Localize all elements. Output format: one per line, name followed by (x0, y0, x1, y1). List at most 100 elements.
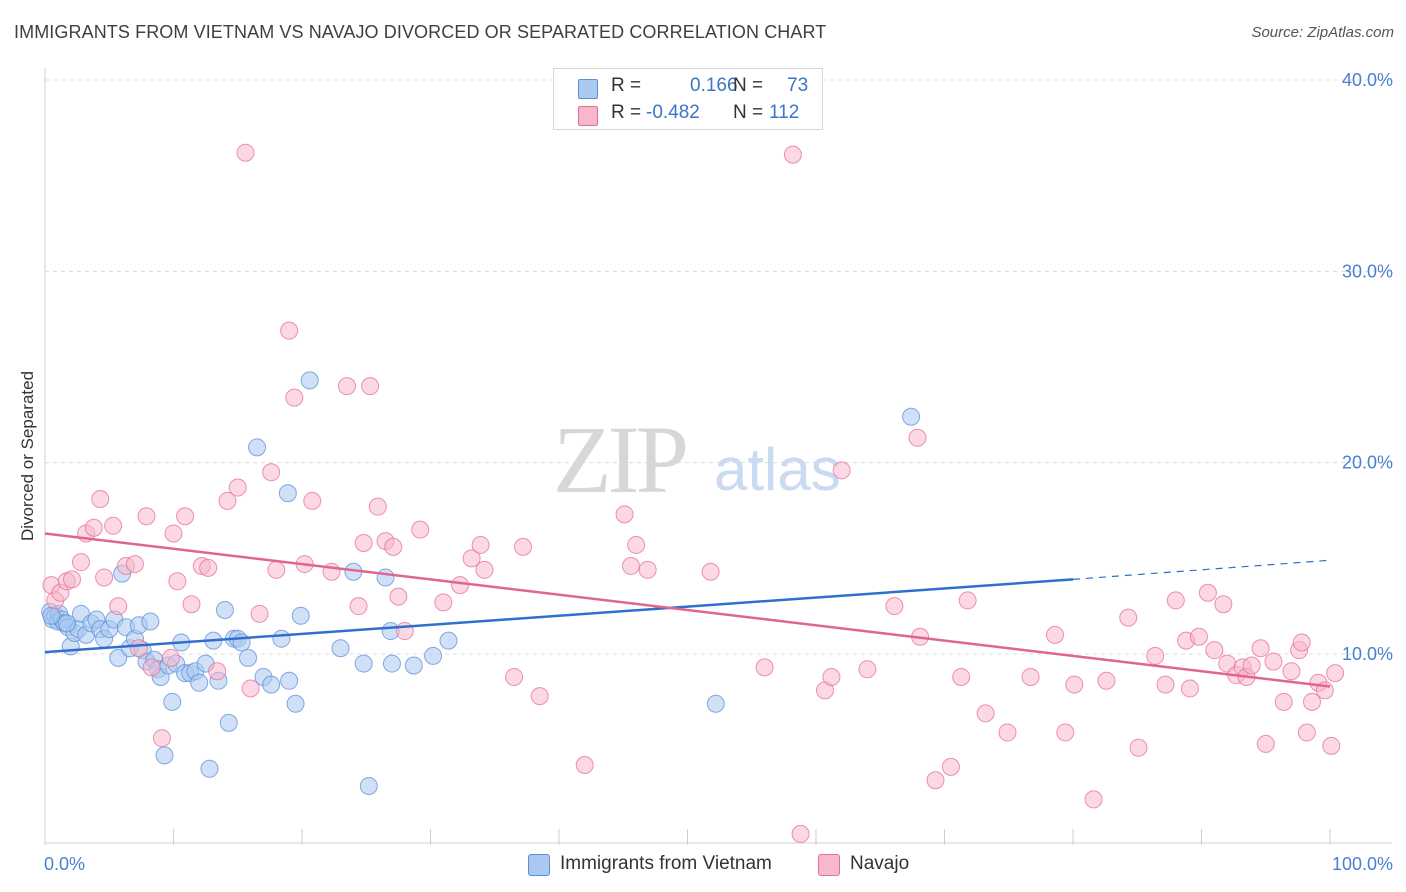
legend-label-navajo: Navajo (850, 853, 910, 874)
watermark-atlas: atlas (714, 436, 841, 503)
point-navajo (1264, 652, 1283, 671)
stats-n-label: N = (733, 75, 764, 96)
point-navajo (1251, 639, 1270, 658)
point-navajo (361, 377, 380, 396)
point-navajo (701, 562, 720, 581)
point-navajo (228, 478, 247, 497)
point-navajo (91, 490, 110, 509)
point-vietnam (706, 694, 725, 713)
point-navajo (62, 570, 81, 589)
y-tick-label: 40.0% (1342, 70, 1393, 90)
stats-swatch-vietnam (578, 79, 598, 99)
grid-lines (45, 79, 1392, 655)
x-tick-label: 100.0% (1332, 854, 1393, 874)
point-navajo (1046, 625, 1065, 644)
y-tick-label: 30.0% (1342, 261, 1393, 281)
point-navajo (104, 516, 123, 535)
trend-line-vietnam (44, 578, 1074, 654)
point-navajo (1214, 595, 1233, 614)
point-navajo (832, 461, 851, 480)
stats-r-label: R = (611, 75, 642, 96)
series-navajo (42, 143, 1345, 843)
stats-n-label: N = (733, 102, 764, 123)
legend-label-vietnam: Immigrants from Vietnam (560, 853, 772, 874)
trend-line-navajo (44, 532, 1331, 688)
point-navajo (280, 321, 299, 340)
point-navajo (505, 667, 524, 686)
series-immigrants-from-vietnam (41, 371, 921, 796)
x-tick-label: 0.0% (44, 854, 85, 874)
point-navajo (1084, 790, 1103, 809)
chart-title: IMMIGRANTS FROM VIETNAM VS NAVAJO DIVORC… (14, 22, 827, 42)
point-vietnam (902, 407, 921, 426)
point-vietnam (248, 438, 267, 457)
point-navajo (1274, 692, 1293, 711)
legend-swatch-navajo (818, 854, 840, 876)
point-navajo (129, 639, 148, 658)
point-navajo (236, 143, 255, 162)
point-navajo (462, 549, 481, 568)
point-vietnam (155, 746, 174, 765)
point-navajo (71, 553, 90, 572)
point-navajo (349, 597, 368, 616)
point-navajo (885, 597, 904, 616)
point-navajo (451, 576, 470, 595)
point-navajo (1292, 633, 1311, 652)
point-vietnam (163, 692, 182, 711)
point-vietnam (354, 654, 373, 673)
point-navajo (475, 560, 494, 579)
point-vietnam (42, 606, 61, 625)
point-navajo (218, 491, 237, 510)
point-navajo (164, 524, 183, 543)
point-vietnam (200, 759, 219, 778)
point-vietnam (262, 675, 281, 694)
point-navajo (368, 497, 387, 516)
point-navajo (1146, 646, 1165, 665)
point-navajo (152, 729, 171, 748)
point-navajo (627, 535, 646, 554)
y-tick-label: 10.0% (1342, 644, 1393, 664)
point-navajo (791, 824, 810, 843)
point-navajo (182, 595, 201, 614)
legend: Immigrants from Vietnam Navajo (0, 852, 1406, 878)
point-navajo (1129, 738, 1148, 757)
point-navajo (1021, 667, 1040, 686)
stats-swatch-navajo (578, 106, 598, 126)
point-vietnam (286, 694, 305, 713)
point-navajo (125, 555, 144, 574)
source-label: Source: ZipAtlas.com (1251, 24, 1394, 41)
point-vietnam (219, 713, 238, 732)
point-navajo (908, 428, 927, 447)
stats-r-value: -0.482 (646, 102, 700, 123)
axes (44, 68, 1392, 845)
point-navajo (137, 507, 156, 526)
point-navajo (621, 556, 640, 575)
point-navajo (161, 648, 180, 667)
point-navajo (1156, 675, 1175, 694)
point-navajo (1056, 723, 1075, 742)
point-vietnam (272, 629, 291, 648)
point-navajo (858, 660, 877, 679)
point-navajo (1282, 662, 1301, 681)
point-navajo (958, 591, 977, 610)
point-vietnam (404, 656, 423, 675)
point-navajo (241, 679, 260, 698)
stats-r-value: 0.166 (690, 75, 738, 96)
watermark: ZIP atlas (553, 406, 841, 513)
point-navajo (109, 597, 128, 616)
point-navajo (84, 518, 103, 537)
point-navajo (1189, 627, 1208, 646)
point-vietnam (424, 646, 443, 665)
point-navajo (250, 604, 269, 623)
point-navajo (941, 757, 960, 776)
point-vietnam (439, 631, 458, 650)
point-navajo (926, 771, 945, 790)
point-navajo (354, 534, 373, 553)
point-navajo (1198, 583, 1217, 602)
legend-swatch-vietnam (528, 854, 550, 876)
point-navajo (285, 388, 304, 407)
point-navajo (471, 535, 490, 554)
point-navajo (389, 587, 408, 606)
point-vietnam (190, 673, 209, 692)
